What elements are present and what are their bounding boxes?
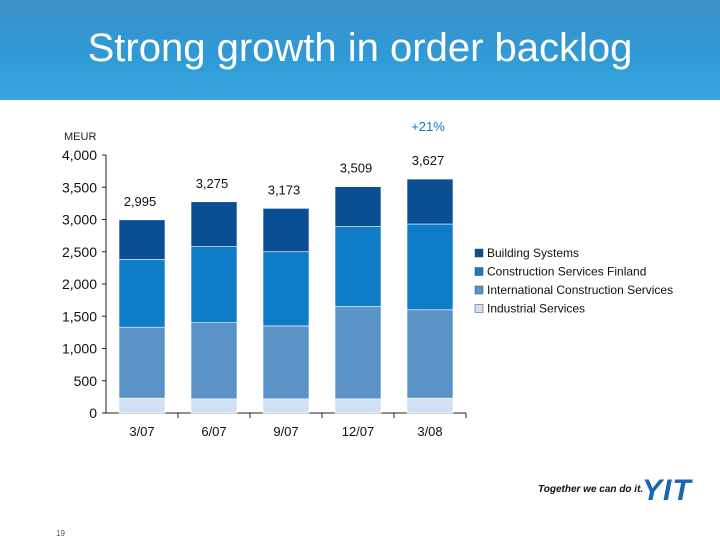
bar-segment <box>334 398 382 414</box>
legend-label: Industrial Services <box>487 302 585 316</box>
y-tick-label: 2,500 <box>62 244 97 260</box>
x-tick-label: 12/07 <box>342 424 375 439</box>
bar-segment <box>190 201 238 247</box>
yit-logo: YIT <box>642 474 692 507</box>
y-tick-label: 4,000 <box>62 147 97 163</box>
y-tick-label: 2,000 <box>62 276 97 292</box>
y-tick-label: 0 <box>89 405 97 421</box>
y-tick-label: 3,000 <box>62 212 97 228</box>
bar-segment <box>118 397 166 414</box>
legend-label: International Construction Services <box>487 283 673 297</box>
bar-segment <box>190 322 238 400</box>
bar-segment <box>262 208 310 253</box>
legend-label: Construction Services Finland <box>487 265 646 279</box>
bar-segment <box>406 397 454 414</box>
x-tick-label: 9/07 <box>273 424 298 439</box>
x-tick-label: 6/07 <box>201 424 226 439</box>
bar-segment <box>118 259 166 328</box>
bar-segment <box>334 186 382 227</box>
legend-label: Building Systems <box>487 246 579 260</box>
bar-segment <box>190 246 238 323</box>
growth-annotation: +21% <box>411 119 445 134</box>
bar-segment <box>190 398 238 414</box>
x-tick-label: 3/07 <box>129 424 154 439</box>
bar-segment <box>334 226 382 307</box>
legend-swatch <box>474 248 484 258</box>
bar-segment <box>118 219 166 260</box>
bar-total-label: 3,275 <box>196 176 229 191</box>
x-tick-label: 3/08 <box>417 424 442 439</box>
bar-segment <box>118 326 166 399</box>
bar-segment <box>406 178 454 225</box>
page-number: 19 <box>56 529 65 538</box>
title-banner <box>0 0 720 100</box>
bar-segment <box>334 306 382 400</box>
y-tick-label: 1,500 <box>62 308 97 324</box>
y-tick-label: 500 <box>74 373 98 389</box>
bar-segment <box>406 223 454 311</box>
bar-segment <box>406 309 454 399</box>
bar-total-label: 3,509 <box>340 161 373 176</box>
legend-swatch <box>474 304 484 313</box>
bar-segment <box>262 325 310 400</box>
legend-swatch <box>474 267 484 276</box>
y-tick-label: 3,500 <box>62 179 97 195</box>
footer-slogan: Together we can do it. <box>538 484 644 495</box>
bar-total-label: 2,995 <box>124 194 157 209</box>
legend-swatch <box>474 285 484 295</box>
bar-segment <box>262 398 310 414</box>
bar-total-label: 3,627 <box>412 153 445 168</box>
slide-title: Strong growth in order backlog <box>87 26 633 70</box>
y-tick-label: 1,000 <box>62 341 97 357</box>
y-axis-unit-label: MEUR <box>64 131 96 143</box>
bar-segment <box>262 251 310 327</box>
bar-total-label: 3,173 <box>268 182 301 197</box>
